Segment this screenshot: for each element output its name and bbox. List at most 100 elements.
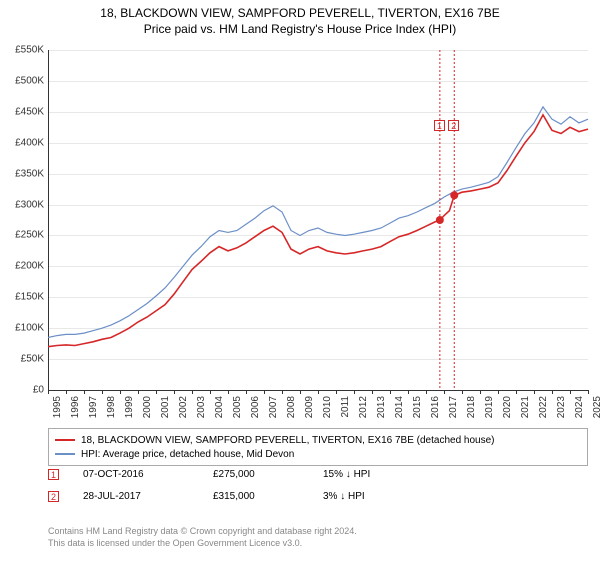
- xtick-label: 2017: [448, 396, 459, 424]
- detail-delta: 15% ↓ HPI: [323, 469, 370, 480]
- series-svg: [48, 50, 588, 390]
- ytick-label: £450K: [4, 106, 44, 117]
- xtick-mark: [390, 390, 391, 394]
- xtick-mark: [336, 390, 337, 394]
- xtick-mark: [120, 390, 121, 394]
- xtick-mark: [408, 390, 409, 394]
- xtick-mark: [48, 390, 49, 394]
- detail-row-1: 1 07-OCT-2016 £275,000 15% ↓ HPI: [48, 469, 400, 480]
- chart-subtitle: Price paid vs. HM Land Registry's House …: [0, 22, 600, 36]
- xtick-label: 2024: [574, 396, 585, 424]
- legend-box: 18, BLACKDOWN VIEW, SAMPFORD PEVERELL, T…: [48, 428, 588, 466]
- xtick-mark: [210, 390, 211, 394]
- detail-date: 28-JUL-2017: [83, 491, 183, 502]
- ytick-label: £550K: [4, 45, 44, 56]
- xtick-label: 2008: [286, 396, 297, 424]
- event-dot: [436, 216, 444, 224]
- plot-area: [48, 50, 588, 390]
- series-price_paid: [48, 115, 588, 347]
- event-marker-1: 1: [434, 120, 445, 131]
- xtick-mark: [300, 390, 301, 394]
- xtick-label: 1999: [124, 396, 135, 424]
- xtick-mark: [588, 390, 589, 394]
- xtick-label: 1997: [88, 396, 99, 424]
- legend-row: 18, BLACKDOWN VIEW, SAMPFORD PEVERELL, T…: [55, 433, 581, 447]
- legend-label: HPI: Average price, detached house, Mid …: [81, 449, 294, 460]
- series-hpi: [48, 107, 588, 338]
- xtick-mark: [228, 390, 229, 394]
- xtick-mark: [570, 390, 571, 394]
- ytick-label: £400K: [4, 137, 44, 148]
- xtick-label: 2012: [358, 396, 369, 424]
- ytick-label: £50K: [4, 354, 44, 365]
- xtick-label: 2020: [502, 396, 513, 424]
- xtick-label: 2018: [466, 396, 477, 424]
- xtick-mark: [138, 390, 139, 394]
- xtick-label: 2002: [178, 396, 189, 424]
- xtick-label: 2016: [430, 396, 441, 424]
- xtick-label: 2003: [196, 396, 207, 424]
- xtick-label: 1995: [52, 396, 63, 424]
- xtick-mark: [84, 390, 85, 394]
- ytick-label: £500K: [4, 75, 44, 86]
- xtick-mark: [192, 390, 193, 394]
- detail-date: 07-OCT-2016: [83, 469, 183, 480]
- xtick-label: 2019: [484, 396, 495, 424]
- legend-swatch: [55, 453, 75, 455]
- xtick-mark: [156, 390, 157, 394]
- event-marker-2: 2: [448, 120, 459, 131]
- xtick-mark: [174, 390, 175, 394]
- detail-marker: 1: [48, 469, 59, 480]
- event-dot: [450, 191, 458, 199]
- ytick-label: £150K: [4, 292, 44, 303]
- xtick-label: 2014: [394, 396, 405, 424]
- xtick-label: 2009: [304, 396, 315, 424]
- xtick-mark: [534, 390, 535, 394]
- legend-row: HPI: Average price, detached house, Mid …: [55, 447, 581, 461]
- chart-title: 18, BLACKDOWN VIEW, SAMPFORD PEVERELL, T…: [0, 6, 600, 20]
- xtick-mark: [426, 390, 427, 394]
- detail-price: £275,000: [213, 469, 293, 480]
- xtick-label: 2025: [592, 396, 600, 424]
- xtick-mark: [552, 390, 553, 394]
- footer-line-1: Contains HM Land Registry data © Crown c…: [48, 526, 357, 536]
- ytick-label: £100K: [4, 323, 44, 334]
- xtick-label: 2007: [268, 396, 279, 424]
- detail-price: £315,000: [213, 491, 293, 502]
- footer-line-2: This data is licensed under the Open Gov…: [48, 538, 302, 548]
- xtick-label: 2005: [232, 396, 243, 424]
- xtick-mark: [66, 390, 67, 394]
- ytick-label: £250K: [4, 230, 44, 241]
- xtick-label: 2000: [142, 396, 153, 424]
- xtick-label: 2001: [160, 396, 171, 424]
- xtick-mark: [282, 390, 283, 394]
- xtick-label: 1998: [106, 396, 117, 424]
- xtick-label: 2021: [520, 396, 531, 424]
- detail-delta: 3% ↓ HPI: [323, 491, 365, 502]
- xtick-mark: [498, 390, 499, 394]
- xtick-mark: [444, 390, 445, 394]
- detail-row-2: 2 28-JUL-2017 £315,000 3% ↓ HPI: [48, 491, 395, 502]
- xtick-label: 1996: [70, 396, 81, 424]
- xtick-mark: [480, 390, 481, 394]
- legend-label: 18, BLACKDOWN VIEW, SAMPFORD PEVERELL, T…: [81, 435, 495, 446]
- xtick-mark: [102, 390, 103, 394]
- xtick-mark: [516, 390, 517, 394]
- xtick-mark: [354, 390, 355, 394]
- xtick-mark: [372, 390, 373, 394]
- ytick-label: £350K: [4, 168, 44, 179]
- xtick-mark: [462, 390, 463, 394]
- xtick-label: 2010: [322, 396, 333, 424]
- xtick-mark: [318, 390, 319, 394]
- xtick-label: 2022: [538, 396, 549, 424]
- xtick-label: 2004: [214, 396, 225, 424]
- xtick-label: 2006: [250, 396, 261, 424]
- detail-marker: 2: [48, 491, 59, 502]
- xtick-label: 2013: [376, 396, 387, 424]
- chart-container: 18, BLACKDOWN VIEW, SAMPFORD PEVERELL, T…: [0, 6, 600, 566]
- xtick-label: 2011: [340, 396, 351, 424]
- legend-swatch: [55, 439, 75, 441]
- xtick-label: 2023: [556, 396, 567, 424]
- xtick-mark: [246, 390, 247, 394]
- ytick-label: £200K: [4, 261, 44, 272]
